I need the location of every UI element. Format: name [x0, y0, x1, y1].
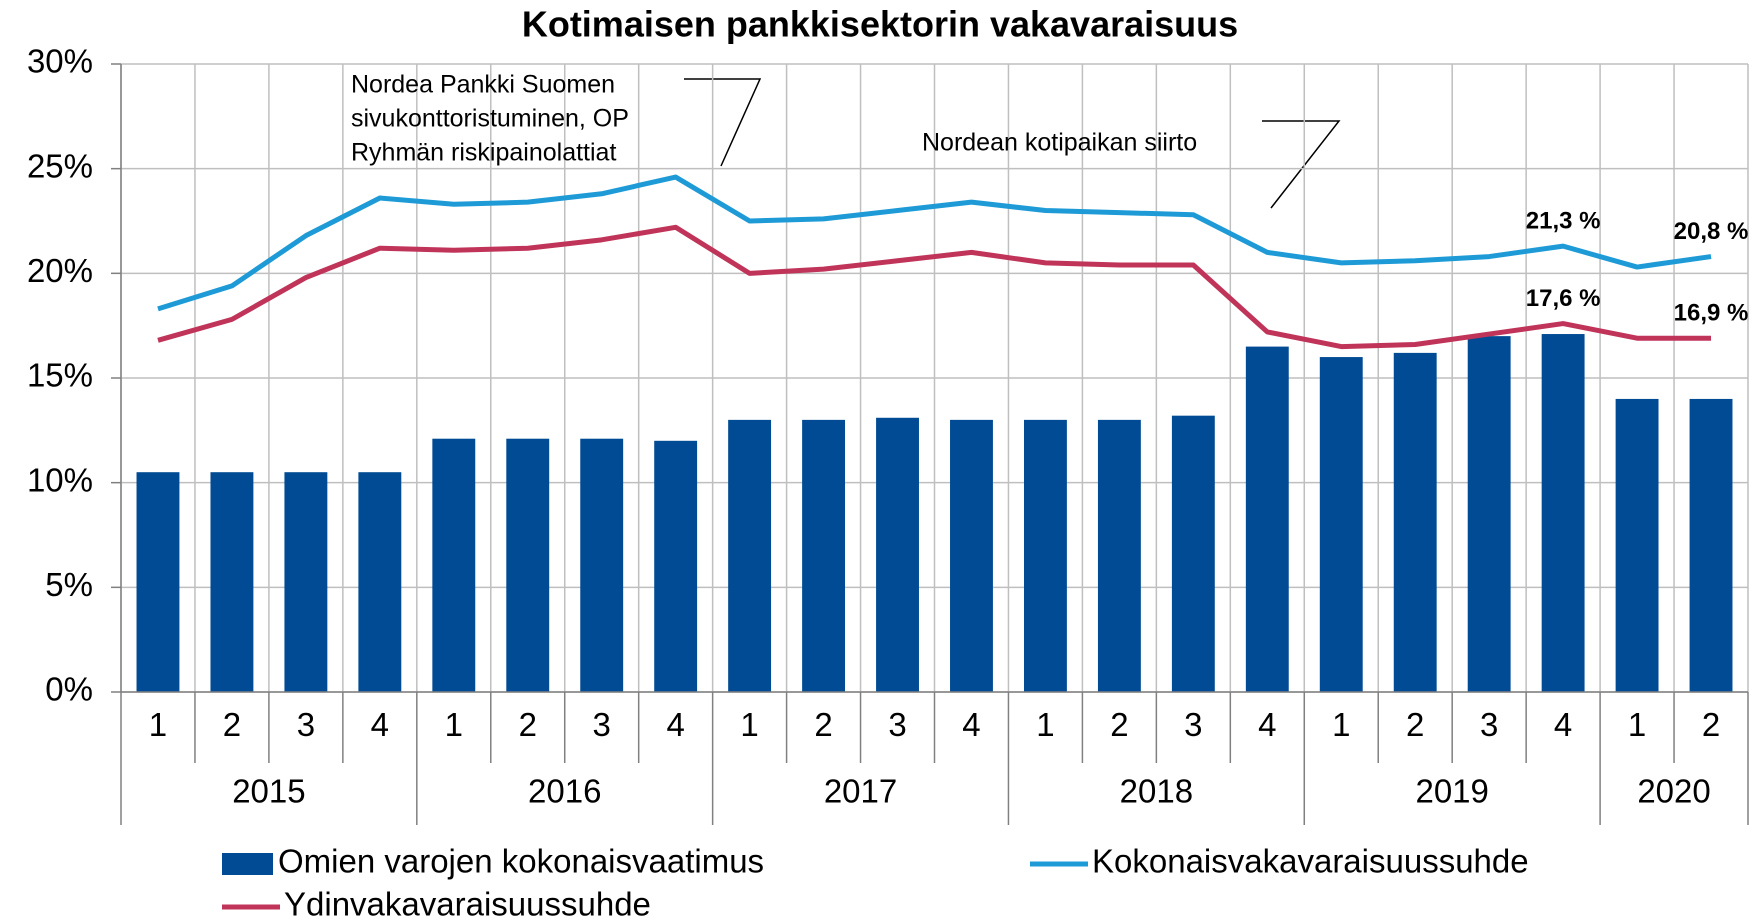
chart-title: Kotimaisen pankkisektorin vakavaraisuus: [522, 4, 1238, 45]
annotation: Nordean kotipaikan siirto: [922, 129, 1197, 157]
x-tick-label: 4: [371, 706, 389, 743]
y-tick-label: 5%: [45, 566, 93, 603]
bar: [284, 472, 328, 692]
bar: [580, 438, 624, 692]
x-tick-label: 2: [814, 706, 832, 743]
x-tick-label: 3: [1480, 706, 1498, 743]
x-group-label: 2019: [1415, 773, 1488, 810]
x-tick-label: 2: [519, 706, 537, 743]
data-label: 17,6 %: [1526, 285, 1601, 312]
bar: [876, 417, 919, 692]
x-tick-label: 2: [1110, 706, 1128, 743]
bar: [1541, 334, 1585, 692]
annotation: Nordea Pankki Suomen: [351, 71, 615, 99]
legend-swatch: [222, 853, 273, 875]
bar: [1689, 398, 1733, 692]
data-label: 20,8 %: [1674, 218, 1749, 245]
x-tick-label: 1: [1036, 706, 1054, 743]
x-tick-label: 4: [1554, 706, 1572, 743]
x-group-label: 2015: [232, 773, 305, 810]
y-tick-label: 10%: [27, 461, 93, 498]
x-group-label: 2017: [824, 773, 897, 810]
bar: [1023, 419, 1067, 692]
x-tick-label: 3: [593, 706, 611, 743]
y-tick-label: 20%: [27, 252, 93, 289]
data-label: 21,3 %: [1526, 207, 1601, 234]
x-tick-label: 4: [962, 706, 980, 743]
y-tick-label: 0%: [45, 671, 93, 708]
x-tick-label: 1: [740, 706, 758, 743]
bar: [802, 419, 846, 692]
legend-label: Omien varojen kokonaisvaatimus: [278, 843, 764, 880]
bar: [1097, 419, 1141, 692]
x-tick-label: 3: [1184, 706, 1202, 743]
y-tick-label: 25%: [27, 147, 93, 184]
legend-label: Kokonaisvakavaraisuussuhde: [1092, 843, 1529, 880]
x-tick-label: 1: [149, 706, 167, 743]
x-tick-label: 2: [1406, 706, 1424, 743]
bar: [136, 472, 180, 692]
x-tick-label: 3: [297, 706, 315, 743]
x-group-label: 2016: [528, 773, 601, 810]
x-tick-label: 2: [223, 706, 241, 743]
bar: [1615, 398, 1659, 692]
data-label: 16,9 %: [1674, 300, 1749, 327]
x-tick-label: 3: [888, 706, 906, 743]
line-series: [157, 224, 1712, 350]
annotation-leader: [684, 78, 762, 167]
annotation-leader: [1262, 120, 1341, 209]
bar: [1393, 352, 1437, 692]
bar: [1171, 415, 1215, 692]
y-tick-label: 15%: [27, 357, 93, 394]
bar: [950, 419, 993, 692]
bar: [654, 440, 698, 692]
bar: [1467, 336, 1511, 692]
x-group-label: 2020: [1637, 773, 1710, 810]
bar: [506, 438, 550, 692]
bar: [1245, 346, 1289, 692]
y-tick-label: 30%: [27, 43, 93, 80]
bar: [210, 472, 254, 692]
bar: [728, 419, 772, 692]
x-group-label: 2018: [1120, 773, 1193, 810]
x-tick-label: 4: [666, 706, 684, 743]
x-tick-label: 1: [445, 706, 463, 743]
x-tick-label: 1: [1332, 706, 1350, 743]
bar: [432, 438, 476, 692]
annotation: Ryhmän riskipainolattiat: [351, 139, 616, 167]
x-tick-label: 4: [1258, 706, 1276, 743]
bar: [358, 472, 402, 692]
legend-label: Ydinvakavaraisuussuhde: [284, 886, 651, 921]
x-tick-label: 2: [1702, 706, 1720, 743]
x-tick-label: 1: [1628, 706, 1646, 743]
bar: [1319, 357, 1363, 692]
line-series: [157, 174, 1712, 312]
annotation: sivukonttoristuminen, OP: [351, 105, 629, 133]
